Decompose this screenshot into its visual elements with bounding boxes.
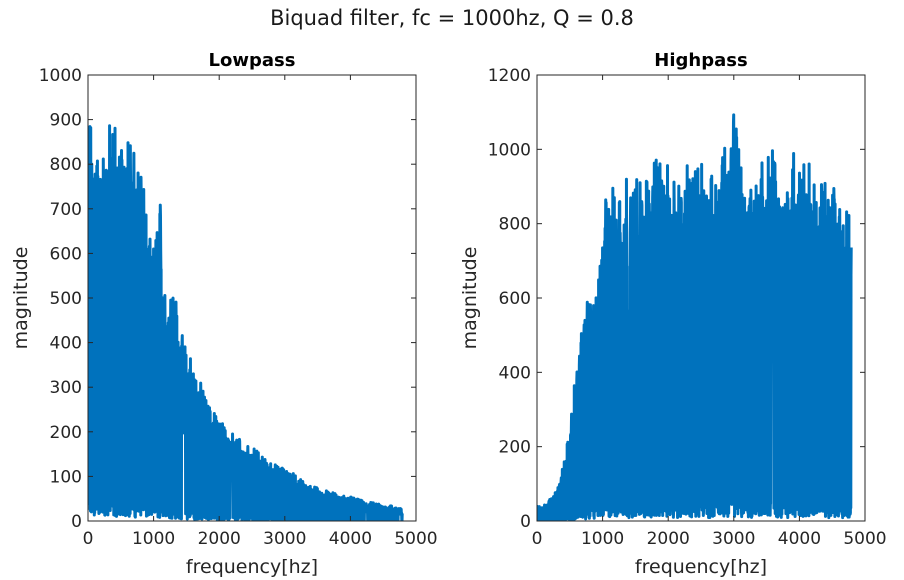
highpass-series-line xyxy=(537,113,853,521)
highpass-ylabel: magnitude xyxy=(459,247,481,350)
lowpass-series-line xyxy=(88,124,404,521)
highpass-subplot: 0 200 400 600 800 1000 1200 0 1000 2000 3000 4000 50… xyxy=(459,50,887,578)
lowpass-ytick-label: 600 xyxy=(50,244,82,264)
lowpass-xtick-label: 4000 xyxy=(329,529,372,549)
highpass-xtick-label: 0 xyxy=(532,529,543,549)
highpass-ytick-label: 800 xyxy=(499,215,531,235)
highpass-ytick-label: 0 xyxy=(520,512,531,532)
lowpass-xlabel: frequency[hz] xyxy=(186,556,318,578)
highpass-ytick-label: 200 xyxy=(499,438,531,458)
lowpass-subplot-title: Lowpass xyxy=(209,50,296,71)
figure-title: Biquad filter, fc = 1000hz, Q = 0.8 xyxy=(270,6,634,30)
lowpass-ytick-label: 700 xyxy=(50,200,82,220)
highpass-ytick-label: 1200 xyxy=(488,66,531,86)
lowpass-xtick-label: 2000 xyxy=(198,529,241,549)
highpass-xtick-label: 2000 xyxy=(647,529,690,549)
highpass-xtick-label: 5000 xyxy=(843,529,886,549)
lowpass-ytick-label: 900 xyxy=(50,111,82,131)
highpass-xlabel: frequency[hz] xyxy=(635,556,767,578)
lowpass-ytick-label: 100 xyxy=(50,467,82,487)
highpass-ytick-label: 1000 xyxy=(488,140,531,160)
highpass-ytick-label: 600 xyxy=(499,289,531,309)
lowpass-ytick-label: 0 xyxy=(71,512,82,532)
lowpass-ytick-label: 400 xyxy=(50,334,82,354)
highpass-ytick-label: 400 xyxy=(499,363,531,383)
highpass-xtick-label: 3000 xyxy=(712,529,755,549)
lowpass-ylabel: magnitude xyxy=(10,247,32,350)
lowpass-xtick-label: 5000 xyxy=(394,529,437,549)
lowpass-xtick-label: 3000 xyxy=(263,529,306,549)
lowpass-xtick-label: 1000 xyxy=(132,529,175,549)
highpass-xtick-label: 1000 xyxy=(581,529,624,549)
highpass-xtick-label: 4000 xyxy=(778,529,821,549)
lowpass-ytick-label: 800 xyxy=(50,155,82,175)
lowpass-ytick-label: 200 xyxy=(50,423,82,443)
highpass-subplot-title: Highpass xyxy=(654,50,747,71)
lowpass-xtick-label: 0 xyxy=(83,529,94,549)
lowpass-ytick-label: 300 xyxy=(50,378,82,398)
lowpass-subplot: 0 100 200 300 400 500 600 700 800 900 1000 0 1000 200… xyxy=(10,50,438,578)
lowpass-ytick-label: 1000 xyxy=(39,66,82,86)
lowpass-ytick-label: 500 xyxy=(50,289,82,309)
